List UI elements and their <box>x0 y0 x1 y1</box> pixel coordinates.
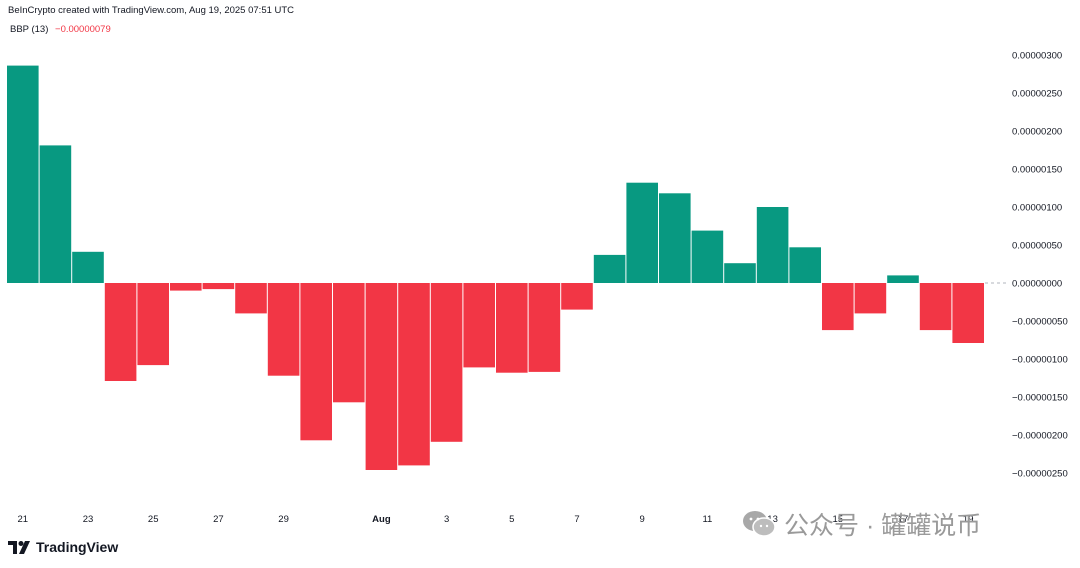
bar-aug-4[interactable] <box>463 283 495 368</box>
tradingview-brand[interactable]: TradingView <box>8 539 118 555</box>
y-tick-label: −0.00000250 <box>1012 469 1068 480</box>
bar-jul-30[interactable] <box>300 283 332 441</box>
bar-jul-23[interactable] <box>72 251 104 283</box>
bar-aug-6[interactable] <box>528 283 561 372</box>
y-tick-label: −0.00000100 <box>1012 355 1068 366</box>
y-axis[interactable]: 0.00000300 0.00000250 0.00000200 0.00000150… <box>1012 51 1068 480</box>
x-axis[interactable]: 21 23 25 27 29 Aug 3 5 7 9 11 13 15 17 19 <box>18 514 974 525</box>
bar-jul-29[interactable] <box>267 283 300 376</box>
y-tick-label: −0.00000050 <box>1012 317 1068 328</box>
x-tick-label: 11 <box>702 514 712 525</box>
y-tick-label: 0.00000000 <box>1012 279 1062 290</box>
x-tick-label: 5 <box>509 514 514 525</box>
wechat-watermark: 公众号 · 罐罐说币 <box>742 506 981 542</box>
bar-jul-26[interactable] <box>170 283 202 291</box>
indicator-name: BBP (13) <box>10 24 49 35</box>
bar-aug-2[interactable] <box>398 283 430 466</box>
bar-aug-13[interactable] <box>756 207 789 283</box>
x-tick-label: 17 <box>898 514 909 525</box>
x-tick-label: 23 <box>83 514 94 525</box>
x-tick-label: 13 <box>767 514 778 525</box>
bar-aug-18[interactable] <box>919 283 952 331</box>
x-tick-label: 9 <box>640 514 645 525</box>
bar-aug-9[interactable] <box>626 182 658 283</box>
watermark-text: 公众号 · 罐罐说币 <box>784 512 982 540</box>
bar-aug-10[interactable] <box>659 193 691 283</box>
x-tick-label: 25 <box>148 514 159 525</box>
y-tick-label: −0.00000150 <box>1012 393 1068 404</box>
bar-aug-5[interactable] <box>496 283 528 373</box>
bar-aug-19[interactable] <box>952 283 984 343</box>
y-tick-label: 0.00000250 <box>1012 89 1062 100</box>
bar-aug-15[interactable] <box>822 283 854 331</box>
bar-jul-27[interactable] <box>202 283 235 290</box>
bars-group <box>7 65 1006 470</box>
y-tick-label: −0.00000200 <box>1012 431 1068 442</box>
bar-jul-21[interactable] <box>7 65 39 283</box>
tradingview-logo-icon <box>8 540 30 554</box>
brand-name: TradingView <box>36 539 119 555</box>
bar-aug-3[interactable] <box>430 283 463 442</box>
indicator-legend: BBP (13) −0.00000079 <box>10 24 111 35</box>
y-tick-label: 0.00000050 <box>1012 241 1062 252</box>
bar-jul-24[interactable] <box>104 283 137 381</box>
bar-aug-14[interactable] <box>789 247 821 283</box>
bar-jul-31[interactable] <box>333 283 365 403</box>
x-tick-label: 19 <box>963 514 974 525</box>
y-tick-label: 0.00000200 <box>1012 127 1062 138</box>
bar-jul-25[interactable] <box>137 283 169 366</box>
bar-aug-7[interactable] <box>561 283 593 310</box>
bar-aug-8[interactable] <box>593 254 626 283</box>
bar-aug-12[interactable] <box>724 263 756 283</box>
bar-aug-11[interactable] <box>691 230 724 283</box>
y-tick-label: 0.00000100 <box>1012 203 1062 214</box>
x-tick-label: 27 <box>213 514 224 525</box>
x-tick-label: 7 <box>574 514 579 525</box>
bar-aug-17[interactable] <box>887 275 919 283</box>
chart-attribution: BeInCrypto created with TradingView.com,… <box>8 5 295 16</box>
x-tick-label: Aug <box>372 514 391 525</box>
x-tick-label: 15 <box>833 514 844 525</box>
y-tick-label: 0.00000150 <box>1012 165 1062 176</box>
bar-jul-22[interactable] <box>39 145 72 283</box>
x-tick-label: 3 <box>444 514 449 525</box>
x-tick-label: 21 <box>18 514 29 525</box>
x-tick-label: 29 <box>278 514 289 525</box>
bar-jul-28[interactable] <box>235 283 267 314</box>
bar-aug-1[interactable] <box>365 283 398 470</box>
bar-aug-16[interactable] <box>854 283 887 314</box>
wechat-icon <box>743 511 776 537</box>
y-tick-label: 0.00000300 <box>1012 51 1062 62</box>
indicator-current-value: −0.00000079 <box>55 24 111 35</box>
